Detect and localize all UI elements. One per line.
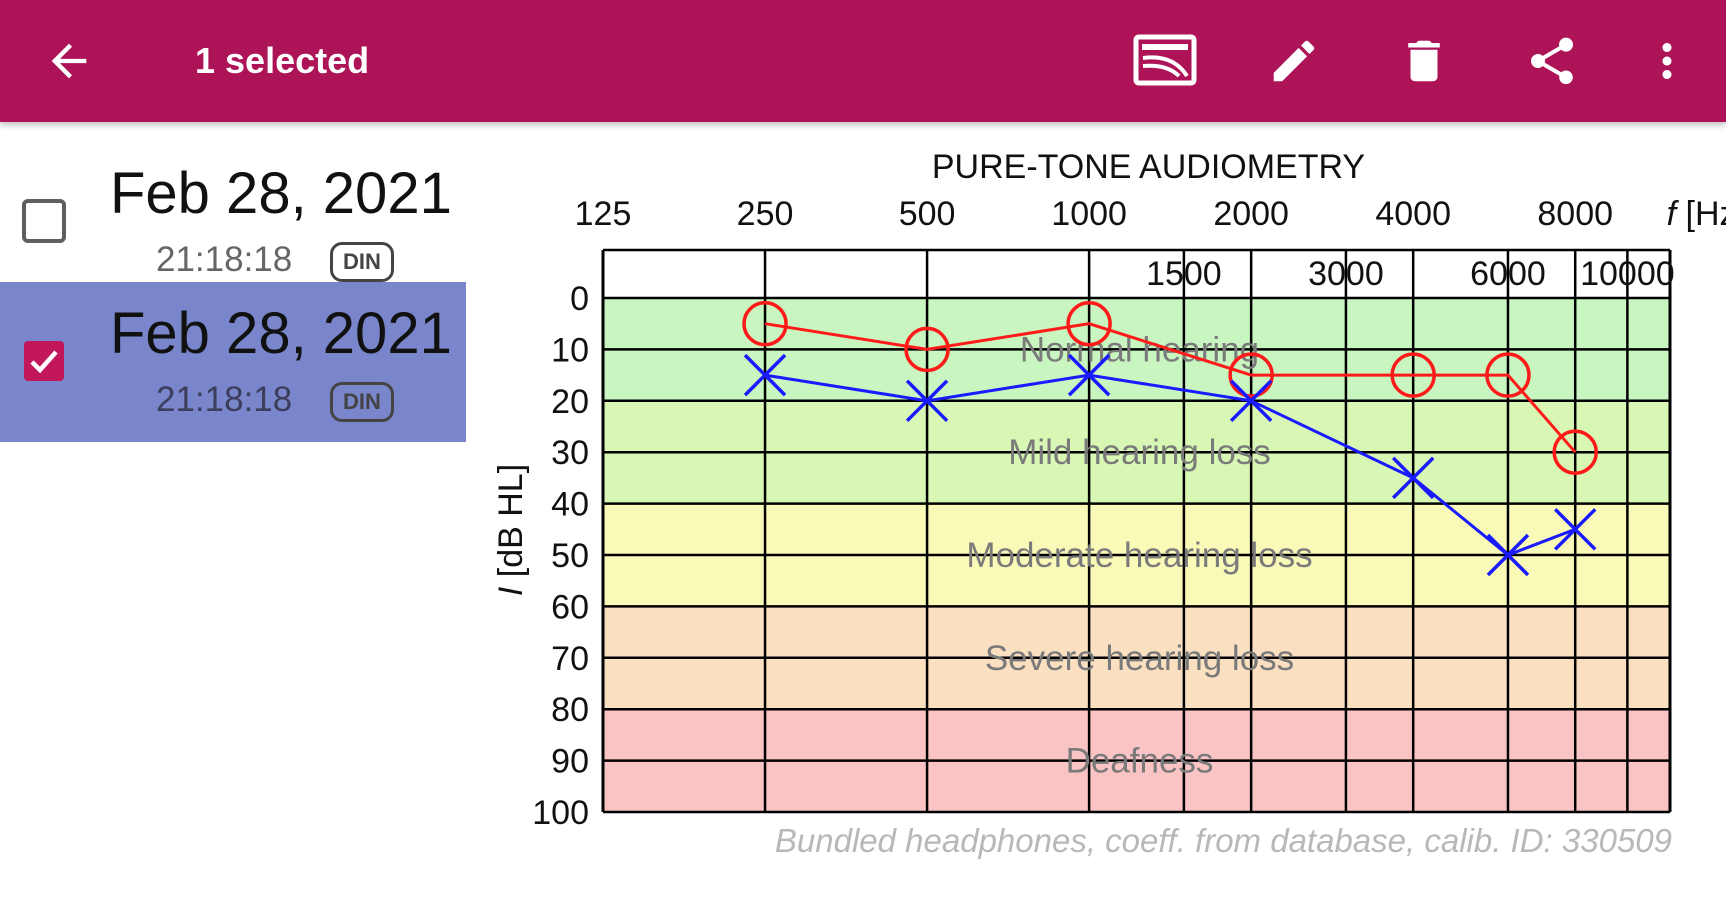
x-tick-label-mid: 1500: [1146, 255, 1222, 293]
standard-badge: DIN: [330, 242, 394, 282]
right-ear-marker: [1552, 429, 1598, 475]
y-tick-label: 10: [551, 331, 589, 369]
left-ear-marker: [905, 379, 949, 423]
y-tick-label: 70: [551, 640, 589, 678]
zone-label: Moderate hearing loss: [966, 536, 1312, 575]
item-time: 21:18:18: [156, 380, 293, 419]
x-tick-label: 125: [575, 195, 632, 233]
x-tick-label-mid: 6000: [1470, 255, 1546, 293]
calibration-footnote: Bundled headphones, coeff. from database…: [775, 822, 1672, 859]
arrow-back-icon: [51, 43, 87, 79]
list-item-selected[interactable]: Feb 28, 2021 21:18:18 DIN: [0, 282, 466, 442]
share-icon: [1531, 37, 1573, 85]
y-tick-label: 0: [570, 280, 589, 318]
delete-button[interactable]: [1385, 22, 1463, 100]
right-ear-marker: [1066, 300, 1112, 347]
left-ear-marker: [1391, 456, 1435, 500]
cast-button[interactable]: [1127, 22, 1205, 100]
zone-label: Deafness: [1066, 742, 1214, 781]
left-ear-marker: [743, 353, 787, 397]
x-axis-label-unit: [Hz]: [1676, 195, 1726, 233]
share-button[interactable]: [1513, 22, 1591, 100]
y-tick-label: 50: [551, 537, 589, 575]
selection-count-title: 1 selected: [195, 40, 370, 81]
left-ear-marker: [1553, 508, 1597, 551]
item-date: Feb 28, 2021: [110, 301, 452, 366]
x-tick-label: 8000: [1537, 195, 1613, 233]
item-time: 21:18:18: [156, 240, 293, 279]
edit-pencil-icon: [1273, 40, 1315, 82]
edit-button[interactable]: [1255, 22, 1333, 100]
audiogram-chart: Normal hearing Mild hearing loss Moderate …: [480, 145, 1726, 885]
item-date: Feb 28, 2021: [110, 161, 452, 226]
right-ear-marker: [1390, 352, 1436, 398]
right-ear-line: [764, 322, 1577, 454]
x-tick-label-mid: 3000: [1308, 255, 1384, 293]
y-tick-label: 90: [551, 743, 589, 781]
measurement-list: Feb 28, 2021 21:18:18 DIN Feb 28, 2021 2…: [0, 122, 466, 900]
checkbox-unchecked-icon[interactable]: [20, 197, 68, 245]
cast-icon: [1133, 34, 1197, 86]
more-options-button[interactable]: [1628, 22, 1706, 100]
x-axis-label: f [Hz]: [1667, 195, 1726, 233]
zone-label: Severe hearing loss: [985, 639, 1294, 678]
y-tick-label: 100: [532, 794, 589, 832]
more-vert-icon: [1662, 43, 1672, 79]
y-tick-label: 20: [551, 383, 589, 421]
audiogram-svg: Normal hearing Mild hearing loss Moderate …: [492, 148, 1726, 859]
y-axis-label-symbol: I: [492, 586, 530, 596]
top-app-bar: 1 selected: [0, 0, 1726, 122]
x-tick-label: 2000: [1213, 195, 1289, 233]
checkbox-checked-icon[interactable]: [20, 337, 68, 385]
back-button[interactable]: [30, 22, 108, 100]
x-tick-label: 1000: [1051, 195, 1127, 233]
right-ear-marker: [742, 300, 788, 347]
y-axis-label: I [dB HL]: [492, 464, 530, 596]
zone-label: Mild hearing loss: [1008, 433, 1271, 472]
left-ear-marker: [1486, 533, 1530, 577]
frequency-header-box: [603, 250, 1670, 298]
right-ear-marker: [1485, 352, 1531, 398]
standard-badge: DIN: [330, 382, 394, 422]
chart-title: PURE-TONE AUDIOMETRY: [932, 148, 1365, 186]
y-tick-label: 30: [551, 434, 589, 472]
y-tick-label: 60: [551, 588, 589, 626]
x-tick-label: 250: [737, 195, 794, 233]
y-axis-label-unit: [dB HL]: [492, 464, 530, 587]
right-ear-marker: [904, 326, 950, 373]
x-tick-label-mid: 10000: [1580, 255, 1675, 293]
zone-label: Normal hearing: [1020, 330, 1259, 369]
list-item[interactable]: Feb 28, 2021 21:18:18 DIN: [0, 142, 466, 302]
delete-trash-icon: [1408, 40, 1440, 82]
y-tick-label: 40: [551, 486, 589, 524]
left-ear-marker: [1229, 379, 1273, 423]
x-tick-label: 4000: [1375, 195, 1451, 233]
right-ear-marker: [1228, 352, 1274, 398]
y-tick-label: 80: [551, 691, 589, 729]
x-tick-label: 500: [899, 195, 956, 233]
left-ear-marker: [1067, 353, 1111, 397]
